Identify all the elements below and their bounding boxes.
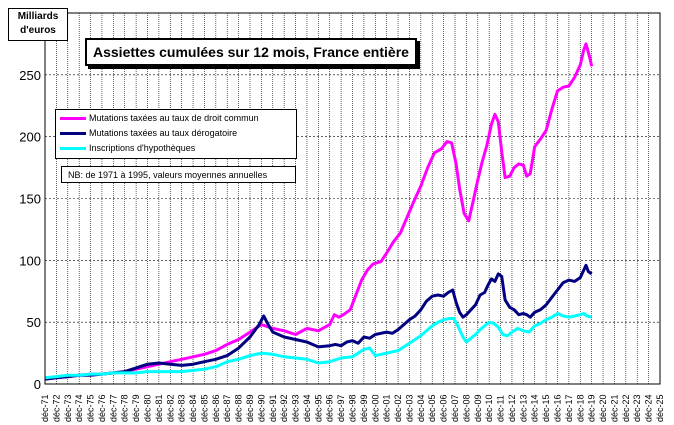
x-tick-label: déc-15 bbox=[541, 394, 551, 422]
x-tick-label: déc-71 bbox=[40, 394, 50, 422]
x-tick-label: déc-95 bbox=[313, 394, 323, 422]
x-tick-label: déc-11 bbox=[496, 395, 506, 422]
x-tick-label: déc-18 bbox=[575, 394, 585, 422]
x-tick-label: déc-24 bbox=[644, 394, 654, 422]
legend-item-derogatoire: Mutations taxées au taux dérogatoire bbox=[60, 126, 237, 141]
y-axis-unit-line-2: d'euros bbox=[20, 25, 56, 36]
x-tick-label: déc-81 bbox=[154, 394, 164, 422]
legend-swatch-derogatoire bbox=[60, 132, 86, 136]
x-tick-label: déc-12 bbox=[507, 394, 517, 422]
chart-note: NB: de 1971 à 1995, valeurs moyennes ann… bbox=[61, 166, 296, 183]
x-tick-label: déc-78 bbox=[120, 394, 130, 422]
x-tick-label: déc-72 bbox=[51, 394, 61, 422]
series-line-0 bbox=[44, 42, 594, 381]
x-tick-label: déc-20 bbox=[598, 394, 608, 422]
x-tick-label: déc-79 bbox=[131, 394, 141, 422]
legend: Mutations taxées au taux de droit commun… bbox=[55, 109, 297, 159]
x-tick-label: déc-94 bbox=[302, 394, 312, 422]
x-tick-label: déc-13 bbox=[518, 394, 528, 422]
series-line-1 bbox=[44, 263, 593, 381]
x-tick-label: déc-21 bbox=[609, 394, 619, 422]
x-tick-label: déc-76 bbox=[97, 394, 107, 422]
x-tick-label: déc-14 bbox=[530, 394, 540, 422]
x-tick-label: déc-22 bbox=[621, 394, 631, 422]
x-tick-label: déc-88 bbox=[234, 394, 244, 422]
x-tick-label: déc-06 bbox=[439, 394, 449, 422]
legend-item-droit-commun: Mutations taxées au taux de droit commun bbox=[60, 111, 259, 126]
x-tick-label: déc-85 bbox=[199, 394, 209, 422]
legend-label-hypotheques: Inscriptions d'hypothèques bbox=[89, 143, 196, 153]
x-tick-label: déc-02 bbox=[393, 394, 403, 422]
legend-label-droit-commun: Mutations taxées au taux de droit commun bbox=[89, 113, 259, 123]
x-tick-label: déc-74 bbox=[74, 394, 84, 422]
x-tick-label: déc-09 bbox=[473, 394, 483, 422]
x-tick-label: déc-90 bbox=[256, 394, 266, 422]
x-tick-label: déc-73 bbox=[63, 394, 73, 422]
x-tick-label: déc-16 bbox=[553, 394, 563, 422]
y-tick-label: 250 bbox=[19, 68, 41, 83]
legend-label-derogatoire: Mutations taxées au taux dérogatoire bbox=[89, 128, 238, 138]
x-tick-label: déc-92 bbox=[279, 394, 289, 422]
x-tick-label: déc-10 bbox=[484, 394, 494, 422]
x-tick-label: déc-77 bbox=[108, 394, 118, 422]
plot-frame bbox=[44, 12, 661, 385]
x-tick-label: déc-89 bbox=[245, 394, 255, 422]
x-tick-label: déc-97 bbox=[336, 394, 346, 422]
x-tick-label: déc-19 bbox=[587, 394, 597, 422]
y-tick-label: 0 bbox=[34, 377, 41, 392]
x-tick-label: déc-17 bbox=[564, 394, 574, 422]
x-tick-label: déc-86 bbox=[211, 394, 221, 422]
x-tick-label: déc-23 bbox=[632, 394, 642, 422]
x-tick-label: déc-91 bbox=[268, 394, 278, 422]
y-axis-unit-line-1: Milliards bbox=[17, 11, 59, 22]
x-tick-label: déc-04 bbox=[416, 394, 426, 422]
chart-title: Assiettes cumulées sur 12 mois, France e… bbox=[85, 38, 417, 66]
x-tick-label: déc-98 bbox=[348, 394, 358, 422]
x-tick-label: déc-03 bbox=[404, 394, 414, 422]
y-tick-label: 150 bbox=[19, 192, 41, 207]
x-tick-label: déc-82 bbox=[165, 394, 175, 422]
x-tick-label: déc-08 bbox=[461, 394, 471, 422]
legend-swatch-hypotheques bbox=[60, 147, 86, 151]
x-tick-label: déc-87 bbox=[222, 394, 232, 422]
x-tick-label: déc-75 bbox=[86, 394, 96, 422]
legend-swatch-droit-commun bbox=[60, 117, 86, 121]
x-tick-label: déc-83 bbox=[177, 394, 187, 422]
x-tick-label: déc-93 bbox=[291, 394, 301, 422]
series-line-2 bbox=[44, 312, 593, 380]
x-tick-label: déc-25 bbox=[655, 394, 665, 422]
x-tick-label: déc-80 bbox=[143, 394, 153, 422]
x-tick-label: déc-00 bbox=[370, 394, 380, 422]
y-tick-label: 100 bbox=[19, 253, 41, 268]
x-tick-label: déc-99 bbox=[359, 394, 369, 422]
x-tick-label: déc-96 bbox=[325, 394, 335, 422]
x-tick-label: déc-07 bbox=[450, 394, 460, 422]
y-tick-label: 50 bbox=[27, 315, 41, 330]
x-tick-label: déc-84 bbox=[188, 394, 198, 422]
y-axis-unit-label: Milliards d'euros bbox=[8, 8, 68, 41]
y-tick-label: 200 bbox=[19, 130, 41, 145]
x-tick-label: déc-05 bbox=[427, 394, 437, 422]
legend-item-hypotheques: Inscriptions d'hypothèques bbox=[60, 141, 195, 156]
x-tick-label: déc-01 bbox=[382, 394, 392, 422]
